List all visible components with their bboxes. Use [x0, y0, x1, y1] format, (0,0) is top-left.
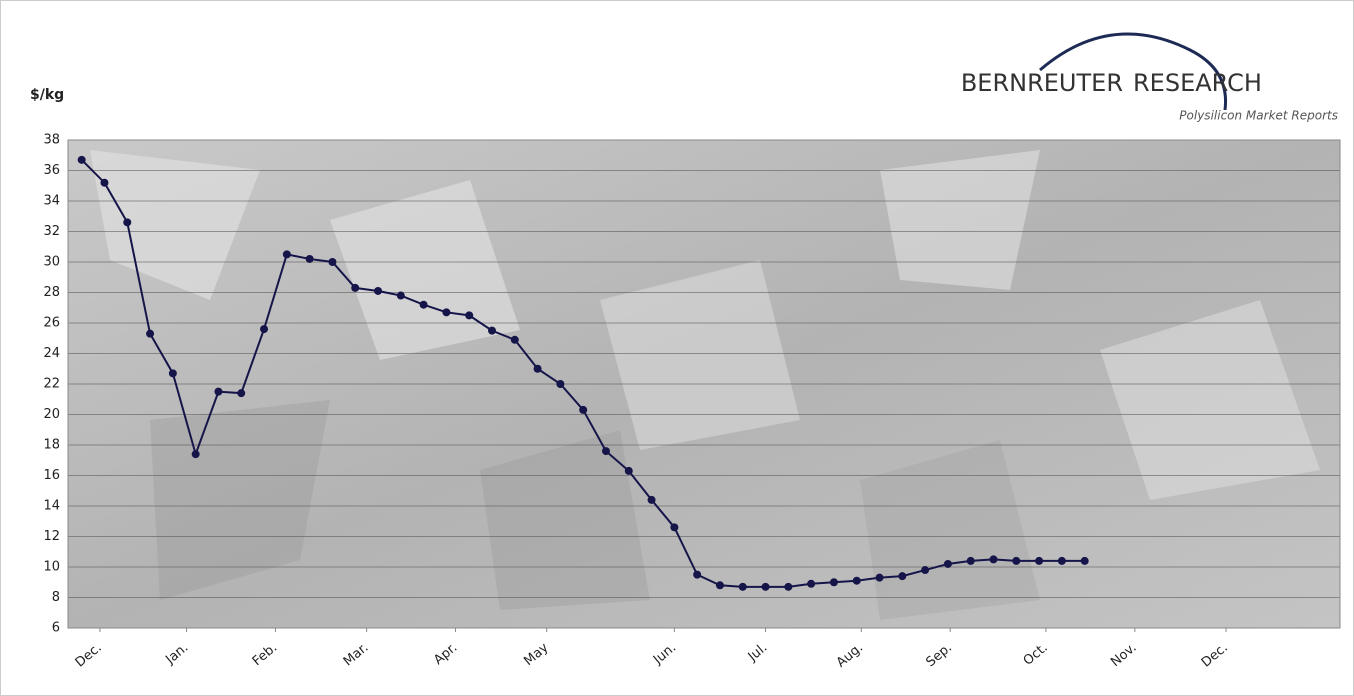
y-tick-label: 20	[43, 407, 60, 422]
y-tick-label: 22	[43, 377, 60, 392]
point	[123, 218, 131, 226]
point	[898, 572, 906, 580]
point	[420, 301, 428, 309]
y-axis-label: $/kg	[30, 87, 64, 103]
point	[511, 336, 519, 344]
point	[465, 311, 473, 319]
point	[876, 574, 884, 582]
y-tick-label: 28	[43, 285, 60, 300]
point	[78, 156, 86, 164]
y-tick-label: 34	[43, 194, 60, 209]
point	[602, 447, 610, 455]
y-tick-label: 16	[43, 468, 60, 483]
point	[807, 580, 815, 588]
logo-tagline: Polysilicon Market Reports	[1179, 109, 1338, 123]
y-tick-label: 26	[43, 316, 60, 331]
y-tick-label: 12	[43, 529, 60, 544]
point	[944, 560, 952, 568]
point	[306, 255, 314, 263]
point	[556, 380, 564, 388]
point	[488, 327, 496, 335]
point	[990, 555, 998, 563]
point	[328, 258, 336, 266]
point	[1081, 557, 1089, 565]
y-tick-label: 38	[43, 133, 60, 148]
logo-name-left: BERNREUTER	[961, 69, 1123, 97]
point	[967, 557, 975, 565]
point	[625, 467, 633, 475]
point	[648, 496, 656, 504]
y-tick-label: 36	[43, 163, 60, 178]
point	[670, 523, 678, 531]
point	[1058, 557, 1066, 565]
point	[283, 250, 291, 258]
point	[1012, 557, 1020, 565]
point	[739, 583, 747, 591]
y-tick-label: 14	[43, 499, 60, 514]
point	[442, 308, 450, 316]
point	[579, 406, 587, 414]
point	[762, 583, 770, 591]
y-tick-label: 8	[52, 590, 60, 605]
point	[374, 287, 382, 295]
y-tick-label: 30	[43, 255, 60, 270]
point	[397, 292, 405, 300]
point	[237, 389, 245, 397]
point	[693, 571, 701, 579]
y-tick-label: 18	[43, 438, 60, 453]
chart: $/kg BERNREUTER RESEARCH Polysilicon Mar…	[0, 0, 1354, 696]
point	[169, 369, 177, 377]
point	[260, 325, 268, 333]
logo-name-right: RESEARCH	[1133, 69, 1262, 97]
point	[830, 578, 838, 586]
point	[534, 365, 542, 373]
point	[192, 450, 200, 458]
y-tick-label: 24	[43, 346, 60, 361]
y-tick-label: 10	[43, 560, 60, 575]
point	[784, 583, 792, 591]
point	[853, 577, 861, 585]
point	[100, 179, 108, 187]
point	[214, 388, 222, 396]
y-tick-label: 32	[43, 224, 60, 239]
y-tick-label: 6	[52, 621, 60, 636]
point	[921, 566, 929, 574]
point	[1035, 557, 1043, 565]
point	[146, 330, 154, 338]
point	[351, 284, 359, 292]
point	[716, 581, 724, 589]
